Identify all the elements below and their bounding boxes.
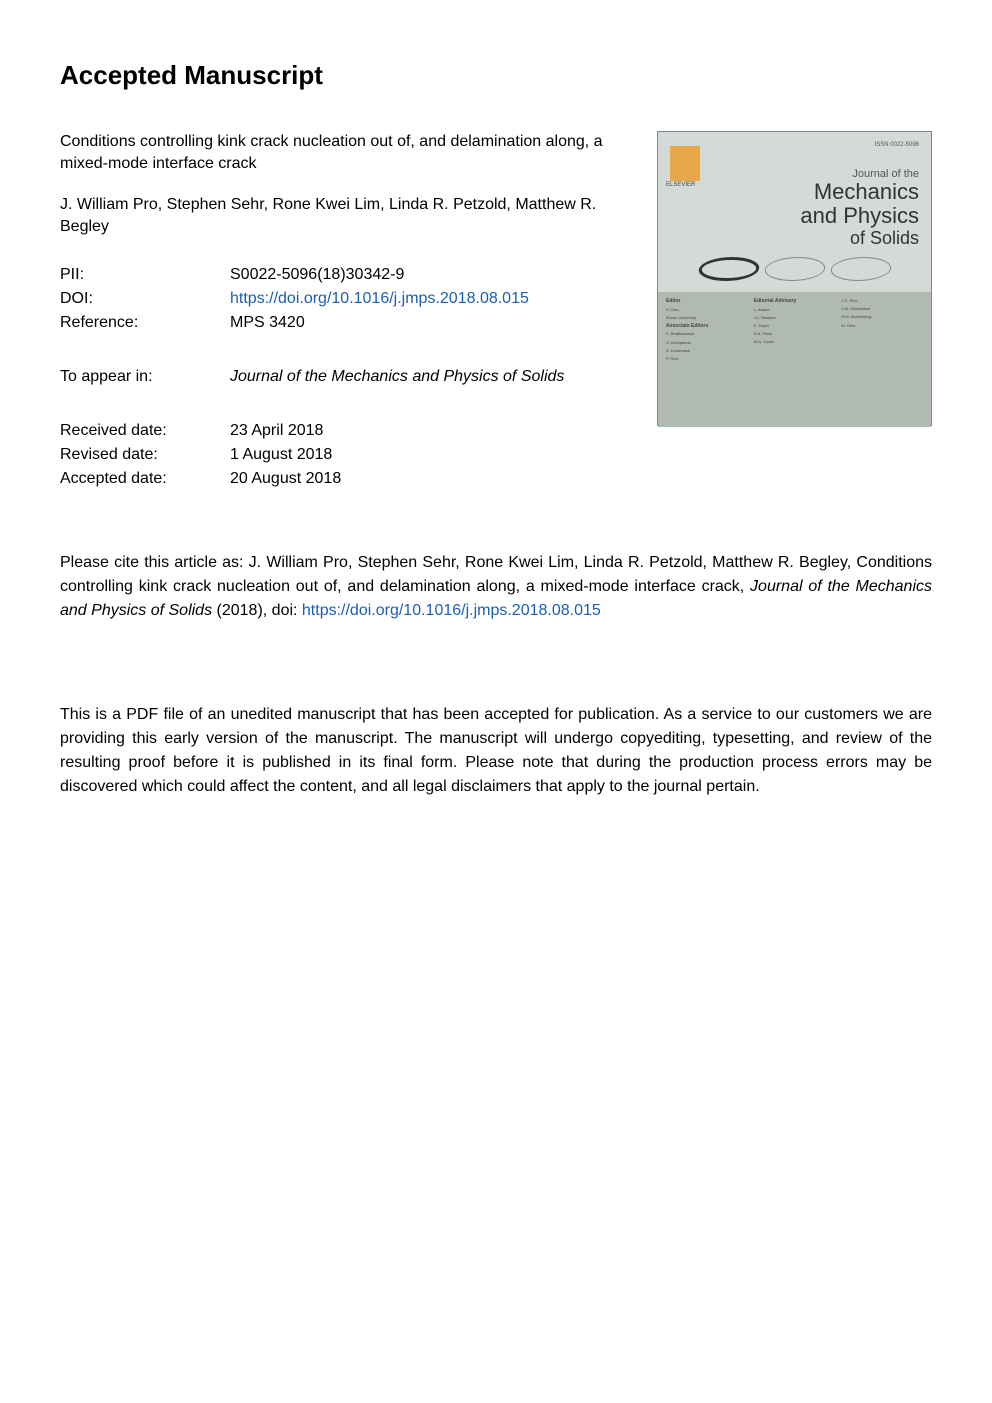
disclaimer-text: This is a PDF file of an unedited manusc… bbox=[60, 703, 932, 799]
citation-doi-link[interactable]: https://doi.org/10.1016/j.jmps.2018.08.0… bbox=[302, 602, 601, 619]
meta-row-received: Received date: 23 April 2018 bbox=[60, 419, 637, 443]
editor-col-3: J.R. Rice J.W. Hutchinson R.M. McMeeking… bbox=[841, 298, 923, 421]
journal-title-block: Journal of the Mechanics and Physics of … bbox=[800, 168, 919, 250]
board-name: R.M. McMeeking bbox=[841, 314, 923, 319]
assoc-label: Associate Editors bbox=[666, 323, 748, 330]
ellipse-icon bbox=[827, 257, 893, 281]
assoc-name: K. Bhattacharya bbox=[666, 331, 748, 336]
article-title: Conditions controlling kink crack nuclea… bbox=[60, 131, 637, 176]
reference-label: Reference: bbox=[60, 311, 230, 335]
left-column: Conditions controlling kink crack nuclea… bbox=[60, 131, 637, 521]
cover-bottom: Editor H. Gao Brown University Associate… bbox=[658, 292, 931, 427]
pii-label: PII: bbox=[60, 263, 230, 287]
appear-table: To appear in: Journal of the Mechanics a… bbox=[60, 365, 637, 389]
and-physics-text: and Physics bbox=[800, 204, 919, 228]
meta-row-revised: Revised date: 1 August 2018 bbox=[60, 443, 637, 467]
editor-label: Editor bbox=[666, 298, 748, 305]
board-name: K. Dayal bbox=[754, 323, 836, 328]
received-label: Received date: bbox=[60, 419, 230, 443]
citation-suffix: (2018), doi: bbox=[212, 602, 302, 619]
assoc-name: D. Kochmann bbox=[666, 348, 748, 353]
cover-top: ELSEVIER ISSN 0022-5096 Journal of the M… bbox=[658, 132, 931, 292]
pii-value: S0022-5096(18)30342-9 bbox=[230, 263, 637, 287]
of-solids-text: of Solids bbox=[800, 228, 919, 250]
board-name: N.A. Fleck bbox=[754, 331, 836, 336]
accepted-value: 20 August 2018 bbox=[230, 467, 637, 491]
board-name: J.L. Bassani bbox=[754, 315, 836, 320]
journal-cover-image: ELSEVIER ISSN 0022-5096 Journal of the M… bbox=[657, 131, 932, 426]
content-row: Conditions controlling kink crack nuclea… bbox=[60, 131, 932, 521]
editor-col-1: Editor H. Gao Brown University Associate… bbox=[666, 298, 748, 421]
board-name: L. Anand bbox=[754, 307, 836, 312]
revised-value: 1 August 2018 bbox=[230, 443, 637, 467]
doi-value: https://doi.org/10.1016/j.jmps.2018.08.0… bbox=[230, 287, 637, 311]
meta-row-reference: Reference: MPS 3420 bbox=[60, 311, 637, 335]
editor-col-2: Editorial Advisory L. Anand J.L. Bassani… bbox=[754, 298, 836, 421]
assoc-name: P. Reis bbox=[666, 356, 748, 361]
board-label: Editorial Advisory bbox=[754, 298, 836, 305]
dates-table: Received date: 23 April 2018 Revised dat… bbox=[60, 419, 637, 491]
editor-name: H. Gao bbox=[666, 307, 748, 312]
board-name: J.R. Rice bbox=[841, 298, 923, 303]
ellipse-icon bbox=[695, 257, 761, 281]
elsevier-logo-icon bbox=[670, 146, 700, 181]
accepted-label: Accepted date: bbox=[60, 467, 230, 491]
cover-graphic-icon bbox=[658, 254, 931, 284]
metadata-table: PII: S0022-5096(18)30342-9 DOI: https://… bbox=[60, 263, 637, 335]
meta-row-accepted: Accepted date: 20 August 2018 bbox=[60, 467, 637, 491]
citation-block: Please cite this article as: J. William … bbox=[60, 551, 932, 623]
issn-text: ISSN 0022-5096 bbox=[875, 142, 919, 148]
article-authors: J. William Pro, Stephen Sehr, Rone Kwei … bbox=[60, 194, 637, 239]
meta-row-appear: To appear in: Journal of the Mechanics a… bbox=[60, 365, 637, 389]
ellipse-icon bbox=[761, 257, 827, 281]
elsevier-text: ELSEVIER bbox=[666, 182, 695, 188]
accepted-manuscript-heading: Accepted Manuscript bbox=[60, 60, 932, 91]
revised-label: Revised date: bbox=[60, 443, 230, 467]
board-name: W.A. Curtin bbox=[754, 339, 836, 344]
meta-row-doi: DOI: https://doi.org/10.1016/j.jmps.2018… bbox=[60, 287, 637, 311]
doi-link[interactable]: https://doi.org/10.1016/j.jmps.2018.08.0… bbox=[230, 290, 529, 307]
reference-value: MPS 3420 bbox=[230, 311, 637, 335]
mechanics-text: Mechanics bbox=[800, 180, 919, 204]
assoc-name: V. Deshpande bbox=[666, 340, 748, 345]
received-value: 23 April 2018 bbox=[230, 419, 637, 443]
meta-row-pii: PII: S0022-5096(18)30342-9 bbox=[60, 263, 637, 287]
appear-label: To appear in: bbox=[60, 365, 230, 389]
appear-value: Journal of the Mechanics and Physics of … bbox=[230, 365, 637, 389]
doi-label: DOI: bbox=[60, 287, 230, 311]
board-name: J.W. Hutchinson bbox=[841, 306, 923, 311]
board-name: M. Ortiz bbox=[841, 323, 923, 328]
editor-affil: Brown University bbox=[666, 315, 748, 320]
